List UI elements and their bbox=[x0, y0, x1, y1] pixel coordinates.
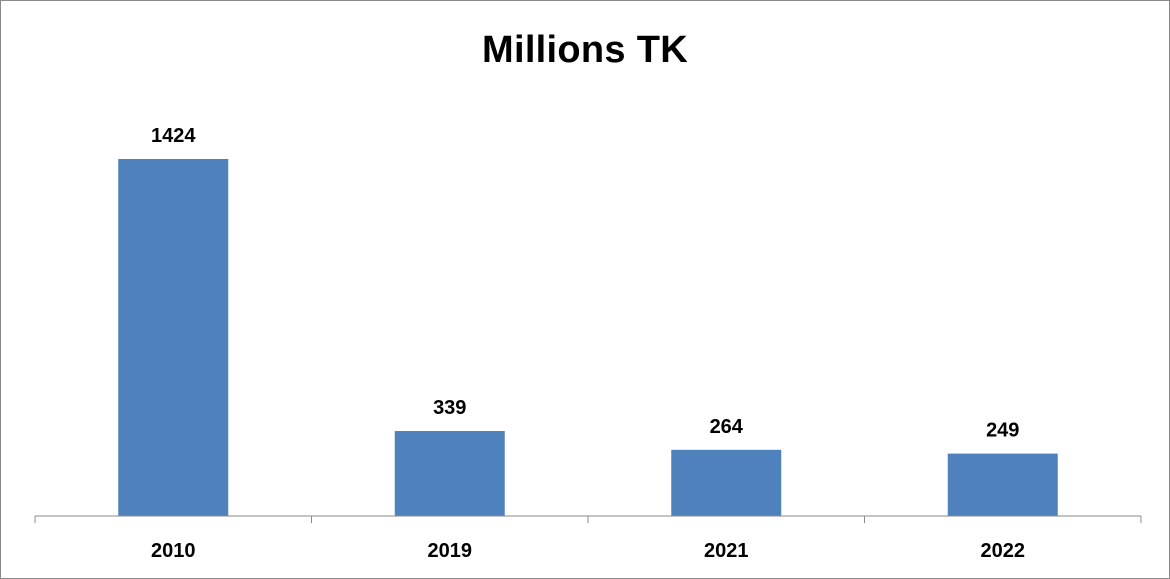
data-label-2010: 1424 bbox=[151, 125, 196, 147]
bar-2022 bbox=[947, 453, 1058, 516]
data-label-2021: 264 bbox=[710, 416, 744, 438]
x-tick-label-2019: 2019 bbox=[428, 540, 473, 562]
bar-2010 bbox=[118, 159, 229, 516]
data-labels-group: 1424 339 264 249 bbox=[151, 125, 1019, 442]
bars-group bbox=[118, 159, 1058, 516]
x-axis: 2010 2019 2021 2022 bbox=[34, 515, 1142, 562]
data-label-2019: 339 bbox=[433, 397, 466, 419]
x-tick-label-2010: 2010 bbox=[151, 540, 196, 562]
bar-2021 bbox=[671, 449, 782, 516]
chart-title: Millions TK bbox=[482, 29, 688, 71]
x-tick-label-2022: 2022 bbox=[981, 540, 1026, 562]
bar-2019 bbox=[394, 431, 505, 516]
data-label-2022: 249 bbox=[986, 420, 1019, 442]
x-tick-label-2021: 2021 bbox=[704, 540, 749, 562]
